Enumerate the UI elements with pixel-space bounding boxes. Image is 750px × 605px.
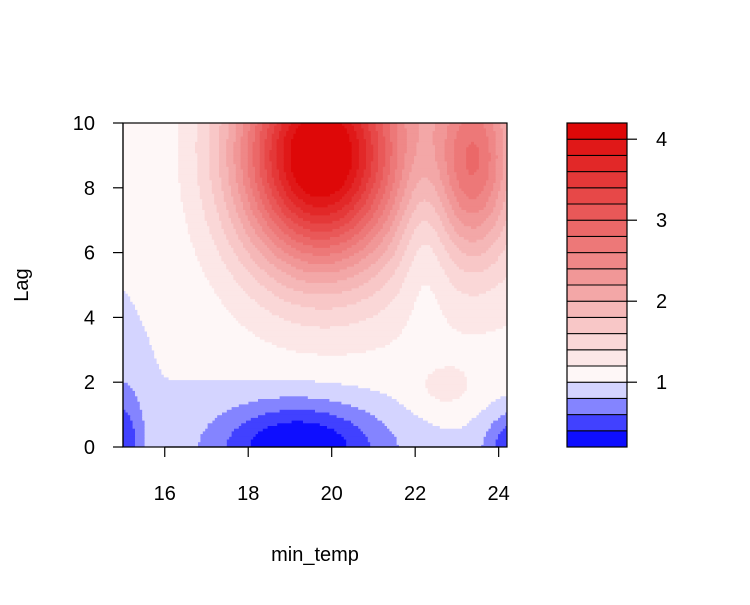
x-tick-label: 22 — [404, 483, 426, 505]
contour-band-18 — [283, 123, 359, 208]
x-axis-title: min_temp — [271, 544, 359, 566]
colorbar-swatch — [566, 397, 628, 416]
contour-band-0 — [250, 420, 347, 447]
contour-band-13 — [252, 123, 479, 248]
contour-band-9 — [226, 123, 507, 283]
colorbar-swatch — [566, 235, 628, 254]
colorbar-swatch — [566, 203, 628, 221]
colorbar-swatch — [566, 122, 628, 140]
contour-band-10 — [233, 123, 503, 273]
contour-band-8 — [219, 123, 507, 294]
y-tick-label: 10 — [73, 113, 95, 135]
x-tick-label: 16 — [154, 483, 176, 505]
colorbar-swatch — [566, 138, 628, 156]
contour-band-14 — [259, 123, 386, 240]
contour-band-2 — [123, 382, 507, 447]
colorbar-legend: 1 2 3 4 — [566, 122, 667, 448]
y-tick-label: 2 — [84, 372, 95, 394]
colorbar-swatch — [566, 219, 628, 237]
contour-band-12 — [247, 123, 491, 256]
colorbar-swatch — [566, 365, 628, 383]
contour-band-16 — [269, 123, 374, 224]
x-tick-label: 20 — [321, 483, 343, 505]
y-axis: 0 2 4 6 8 10 — [73, 113, 124, 459]
contour-band-4 — [123, 123, 507, 429]
contour-band-1 — [123, 409, 507, 447]
colorbar-swatch — [566, 252, 628, 270]
contour-band-3 — [123, 290, 507, 447]
colorbar-tick-label: 2 — [656, 291, 667, 313]
colorbar-swatch — [566, 268, 628, 286]
colorbar-swatch — [566, 171, 628, 189]
contour-surface — [123, 123, 507, 447]
y-axis-title: Lag — [11, 268, 33, 301]
colorbar-swatch — [566, 349, 628, 367]
colorbar-swatch — [566, 430, 628, 448]
contour-band-15 — [264, 123, 378, 232]
contour-band-5 — [178, 123, 507, 402]
y-tick-label: 4 — [84, 307, 95, 329]
x-tick-label: 18 — [237, 483, 259, 505]
colorbar-tick-label: 1 — [656, 372, 667, 394]
colorbar-swatch — [566, 333, 628, 351]
colorbar-swatch — [566, 284, 628, 302]
y-tick-label: 6 — [84, 243, 95, 265]
colorbar-tick-label: 4 — [656, 129, 667, 151]
colorbar-swatch — [566, 414, 628, 432]
x-tick-label: 24 — [488, 483, 510, 505]
colorbar-swatch — [566, 381, 628, 399]
colorbar-swatch — [566, 316, 628, 335]
contour-band-17 — [276, 123, 366, 216]
y-tick-label: 8 — [84, 178, 95, 200]
contour-band-19 — [291, 123, 352, 197]
colorbar-frame — [566, 122, 628, 448]
contour-band-11 — [240, 123, 498, 264]
x-axis: 16 18 20 22 24 — [154, 446, 510, 505]
colorbar-swatch — [566, 187, 628, 205]
y-tick-label: 0 — [84, 437, 95, 459]
colorbar-swatch — [566, 300, 628, 318]
contour-band-7 — [209, 123, 507, 310]
contour-band-6 — [195, 123, 507, 329]
colorbar-tick-label: 3 — [656, 210, 667, 232]
colorbar-swatch — [566, 154, 628, 173]
